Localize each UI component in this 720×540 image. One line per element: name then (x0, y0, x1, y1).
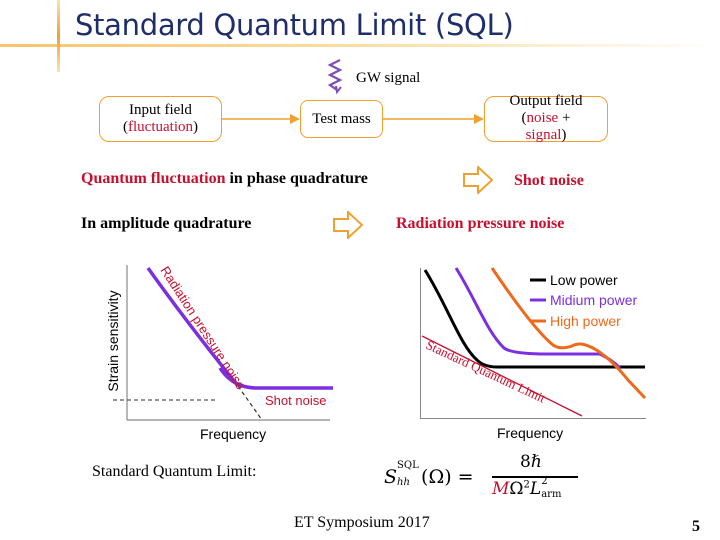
legend-medium-power: Midium power (550, 292, 638, 308)
left-plot-axes (126, 265, 330, 421)
gw-signal-label: GW signal (356, 70, 421, 86)
flow-arrows (222, 114, 484, 124)
corner-horizontal-line (0, 44, 720, 47)
left-total-curve (218, 367, 333, 390)
output-field-sub2: signal) (525, 126, 567, 143)
gw-wave-icon (327, 59, 343, 94)
quantum-fluctuation-text: Quantum fluctuation (81, 170, 226, 187)
output-field-box: Output field (noise + signal) (484, 92, 608, 143)
formula-s: S (384, 466, 398, 488)
formula-bar (492, 476, 578, 478)
rp-arrow-icon (333, 211, 363, 239)
shot-arrow-icon (463, 166, 493, 194)
amplitude-quadrature-text: In amplitude quadrature (81, 215, 252, 232)
fluctuation-text: fluctuation (128, 119, 193, 135)
formula-numerator: 8ℏ (520, 452, 542, 472)
page-number: 5 (692, 518, 700, 535)
left-plot-xlabel: Frequency (200, 426, 267, 442)
formula-arg: (Ω) = (421, 466, 474, 488)
sql-caption: Standard Quantum Limit: (92, 463, 257, 480)
sql-line (421, 335, 583, 417)
output-field-sub: (noise + (521, 109, 571, 126)
legend-low-power: Low power (550, 272, 618, 288)
input-field-label: Input field (129, 102, 192, 118)
radiation-pressure-result: Radiation pressure noise (396, 215, 565, 232)
formula-l-sub: arm (541, 489, 562, 500)
low-power-curve (423, 269, 645, 369)
page-title: Standard Quantum Limit (SQL) (75, 8, 514, 42)
formula-omega: Ω (509, 479, 524, 499)
input-field-box: Input field (fluctuation) (99, 96, 222, 142)
left-shot-label: Shot noise (265, 393, 327, 408)
formula-lhs: S SQL hh (Ω) = (384, 460, 474, 488)
phase-quadrature-text: in phase quadrature (229, 170, 368, 187)
input-field-sub: (fluctuation) (123, 119, 198, 135)
sql-curve-label: Standard Quantum Limit (424, 337, 548, 406)
high-power-curve (490, 267, 647, 400)
test-mass-box: Test mass (300, 100, 383, 138)
right-plot-frame (420, 268, 646, 419)
formula-m: M (492, 479, 510, 499)
corner-vertical-line (57, 0, 60, 72)
legend-high-power: High power (550, 313, 621, 329)
formula-sub: hh (397, 477, 410, 488)
phase-quadrature-line: Quantum fluctuation in phase quadrature (81, 170, 368, 188)
test-mass-label: Test mass (312, 110, 371, 127)
sql-formula: S SQL hh (Ω) = 8ℏ MΩ2L 2 arm (384, 452, 584, 500)
formula-sup: SQL (397, 460, 419, 471)
formula-l-sup: 2 (541, 476, 548, 487)
signal-text: signal (525, 126, 562, 143)
noise-text: noise (526, 109, 559, 126)
formula-denominator: MΩ2L 2 arm (492, 476, 565, 500)
right-plot-xlabel: Frequency (497, 425, 564, 441)
footer-text: ET Symposium 2017 (294, 514, 430, 531)
formula-omega-sup: 2 (523, 479, 530, 491)
formula-l: L (529, 479, 542, 499)
legend (530, 278, 546, 323)
output-field-label: Output field (509, 92, 583, 109)
shot-noise-result: Shot noise (514, 172, 584, 189)
radiation-pressure-curve (146, 266, 240, 388)
plus-text: + (561, 109, 571, 126)
